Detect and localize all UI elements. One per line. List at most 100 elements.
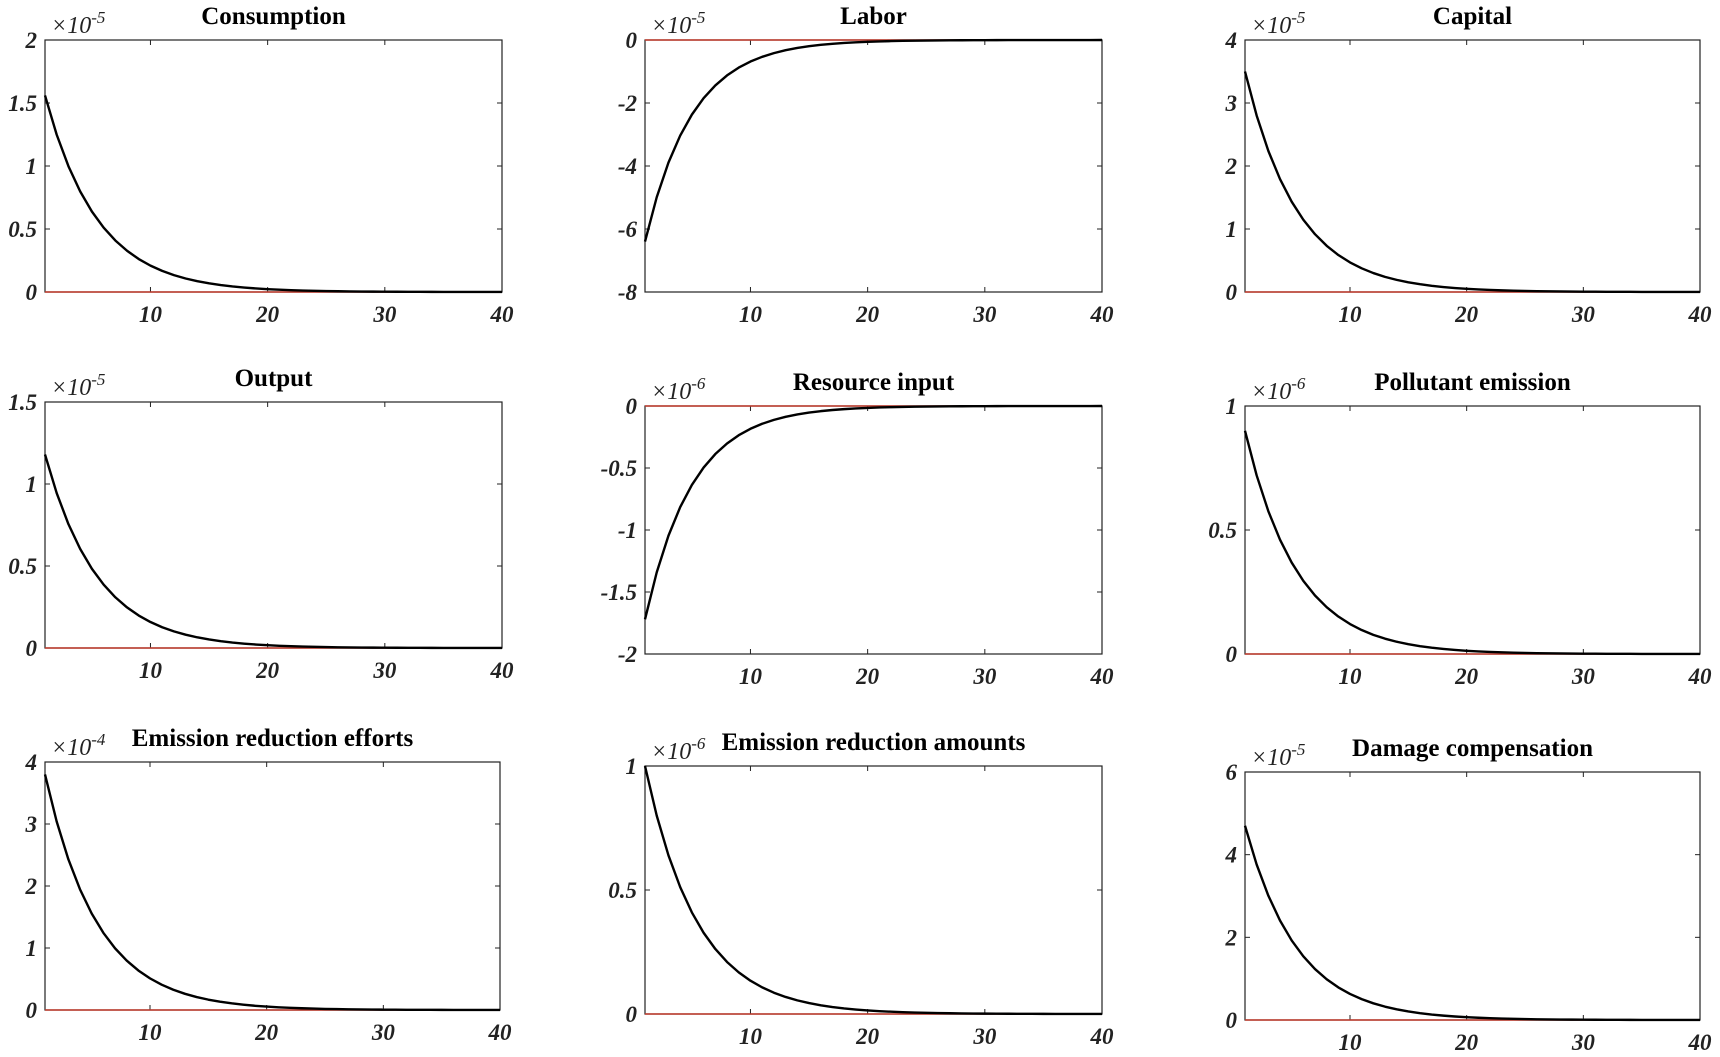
y-tick-label: -0.5 (601, 456, 637, 481)
x-tick-label: 10 (739, 1024, 763, 1049)
x-tick-label: 40 (490, 658, 515, 683)
y-tick-label: 2 (1225, 925, 1238, 950)
x-tick-label: 30 (1571, 1030, 1596, 1055)
y-tick-label: -2 (618, 642, 637, 667)
response-line (43, 454, 503, 650)
y-tick-label: 1 (626, 754, 638, 779)
response-line (43, 95, 503, 294)
y-tick-label: 4 (1225, 843, 1238, 868)
response-line (643, 765, 1103, 1016)
x-tick-label: 10 (139, 658, 163, 683)
y-tick-label: 0 (626, 1002, 638, 1027)
panel-title: Labor (840, 3, 907, 30)
y-tick-label: 0.5 (8, 217, 37, 242)
x-tick-label: 10 (1339, 302, 1363, 327)
response-line (643, 38, 1103, 242)
y-tick-label: 0.5 (1208, 518, 1237, 543)
x-tick-label: 10 (139, 1020, 163, 1045)
y-tick-label: -8 (618, 280, 638, 305)
x-tick-label: 40 (1688, 664, 1713, 689)
x-tick-label: 20 (855, 302, 880, 327)
y-tick-label: -1 (618, 518, 637, 543)
x-tick-label: 20 (1454, 1030, 1479, 1055)
y-tick-label: 0 (626, 28, 638, 53)
y-tick-label: -1.5 (601, 580, 637, 605)
response-line (1243, 430, 1701, 656)
x-tick-label: 30 (972, 302, 997, 327)
panel-title: Capital (1433, 3, 1512, 30)
panel-title: Pollutant emission (1374, 369, 1571, 396)
y-tick-label: 0 (1226, 1008, 1238, 1033)
x-tick-label: 20 (1454, 302, 1479, 327)
exponent-label: ×10-6 (651, 374, 706, 405)
exponent-label: ×10-5 (1251, 8, 1305, 39)
x-tick-label: 20 (855, 1024, 880, 1049)
response-line (1243, 825, 1701, 1022)
response-line (643, 404, 1103, 620)
y-tick-label: 0 (626, 394, 638, 419)
y-tick-label: 1.5 (8, 91, 37, 116)
x-tick-label: 30 (372, 658, 397, 683)
x-tick-label: 10 (739, 664, 763, 689)
y-tick-label: 1 (1226, 394, 1238, 419)
x-tick-label: 40 (1090, 302, 1115, 327)
panel-title: Output (235, 365, 313, 392)
x-tick-label: 30 (371, 1020, 396, 1045)
x-tick-label: 20 (255, 302, 280, 327)
x-tick-label: 10 (1339, 1030, 1363, 1055)
panel-damage-compensation: 0 2 4 6 10 20 30 40 ×10-5 Damage compensation (1225, 735, 1713, 1055)
x-tick-label: 40 (1688, 302, 1713, 327)
panel-consumption: 0 0.5 1 1.5 2 10 20 30 40 ×10-5 Consumption (8, 3, 514, 327)
y-tick-label: -2 (618, 91, 637, 116)
panel-resource-input: -2 -1.5 -1 -0.5 0 10 20 30 40 ×10-6 Resource input (601, 369, 1114, 689)
y-tick-label: 1 (26, 154, 38, 179)
x-tick-label: 30 (1571, 302, 1596, 327)
x-tick-label: 40 (1090, 664, 1115, 689)
exponent-label: ×10-5 (651, 8, 705, 39)
x-tick-label: 30 (1571, 664, 1596, 689)
y-tick-label: 0 (1226, 642, 1238, 667)
y-tick-label: 4 (25, 750, 38, 775)
exponent-label: ×10-5 (51, 370, 105, 401)
y-tick-label: 1 (1226, 217, 1238, 242)
x-tick-label: 10 (1339, 664, 1363, 689)
y-tick-label: 0 (26, 280, 38, 305)
y-tick-label: 1.5 (8, 390, 37, 415)
x-tick-label: 30 (372, 302, 397, 327)
y-tick-label: -4 (618, 154, 637, 179)
y-tick-label: 2 (25, 874, 38, 899)
y-tick-label: 1 (26, 472, 38, 497)
y-tick-label: -6 (618, 217, 638, 242)
response-line (43, 774, 501, 1012)
exponent-label: ×10-4 (51, 730, 106, 761)
y-tick-label: 6 (1226, 760, 1238, 785)
x-tick-label: 40 (1090, 1024, 1115, 1049)
y-tick-label: 2 (1225, 154, 1238, 179)
panel-pollutant-emission: 0 0.5 1 10 20 30 40 ×10-6 Pollutant emission (1208, 369, 1712, 689)
x-tick-label: 20 (254, 1020, 279, 1045)
x-tick-label: 10 (739, 302, 763, 327)
panel-emission-reduction-amounts: 0 0.5 1 10 20 30 40 ×10-6 Emission reduction amo… (608, 729, 1114, 1049)
x-tick-label: 20 (1454, 664, 1479, 689)
response-line (1243, 71, 1701, 294)
exponent-label: ×10-6 (651, 734, 706, 765)
exponent-label: ×10-6 (1251, 374, 1306, 405)
panel-capital: 0 1 2 3 4 10 20 30 40 ×10-5 Capital (1225, 3, 1713, 327)
panel-title: Damage compensation (1352, 735, 1593, 762)
x-tick-label: 40 (488, 1020, 513, 1045)
y-tick-label: 0.5 (8, 554, 37, 579)
panel-title: Emission reduction efforts (132, 725, 414, 752)
panel-emission-reduction-efforts: 0 1 2 3 4 10 20 30 40 ×10-4 Emission reduction eff… (25, 725, 513, 1045)
y-tick-label: 0 (26, 998, 38, 1023)
x-tick-label: 30 (972, 1024, 997, 1049)
x-tick-label: 40 (490, 302, 515, 327)
x-tick-label: 20 (255, 658, 280, 683)
y-tick-label: 3 (25, 812, 38, 837)
panel-output: 0 0.5 1 1.5 10 20 30 40 ×10-5 Output (8, 365, 514, 683)
exponent-label: ×10-5 (1251, 740, 1305, 771)
y-tick-label: 1 (26, 936, 38, 961)
panel-title: Emission reduction amounts (722, 729, 1026, 756)
y-tick-label: 3 (1225, 91, 1238, 116)
